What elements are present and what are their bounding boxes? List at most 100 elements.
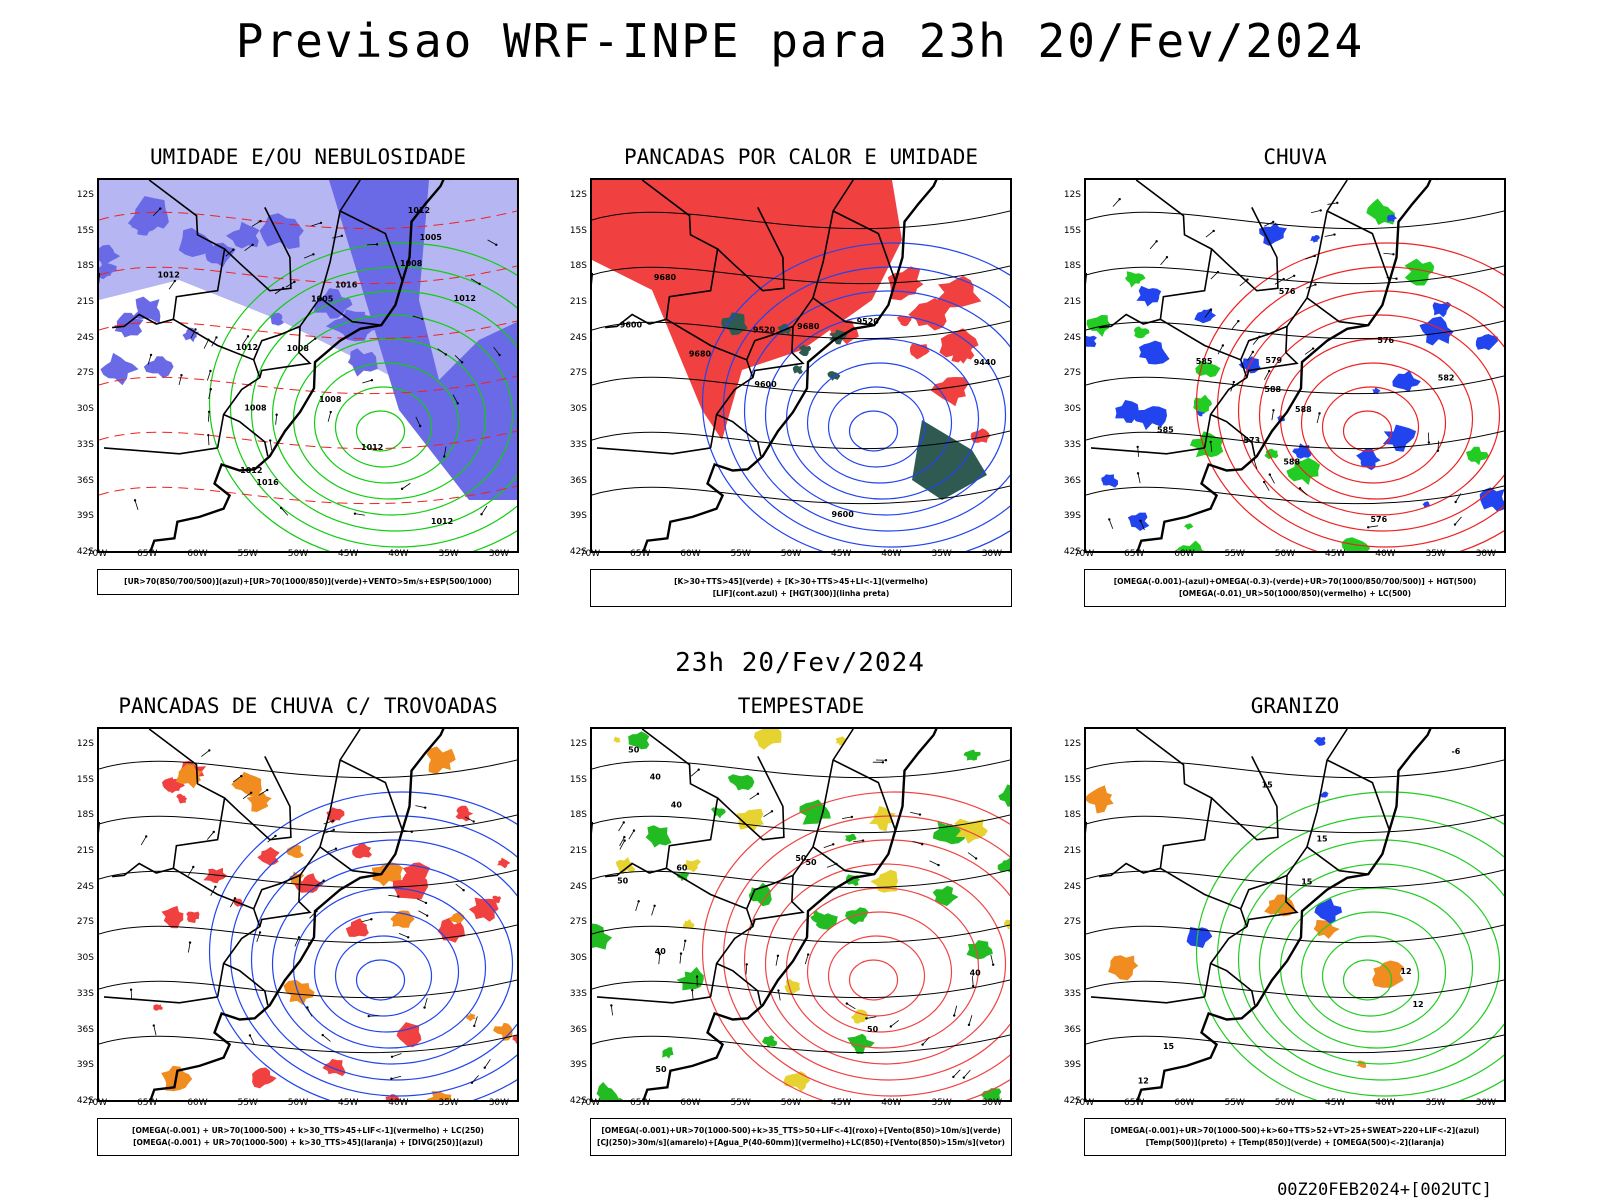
wind-vector-head: [1252, 458, 1256, 461]
wind-vector-head: [1282, 277, 1285, 281]
lat-tick-label: 33S: [569, 439, 587, 450]
wind-vector-head: [1314, 283, 1317, 286]
height-contour: [99, 869, 517, 889]
field-cell: [512, 1034, 517, 1044]
wind-vector-head: [1209, 440, 1212, 444]
lat-tick-label: 15S: [1063, 774, 1081, 785]
instability-field-green: [912, 420, 987, 500]
wind-vector: [1437, 440, 1440, 451]
wind-vector: [415, 416, 421, 427]
lat-tick-label: 36S: [1063, 475, 1081, 486]
wind-vector-head: [129, 988, 133, 991]
wind-vector: [481, 505, 488, 515]
contour-line: [1342, 959, 1393, 1001]
humidity-cell: [178, 227, 216, 257]
height-contour: [99, 814, 517, 834]
wind-vector: [152, 208, 161, 217]
wind-vector: [1269, 474, 1275, 484]
instability-cell: [887, 266, 924, 301]
wind-vector-head: [207, 338, 210, 341]
contour-label: 50: [655, 1065, 667, 1074]
field-cell: [615, 857, 636, 875]
wind-vector: [244, 244, 253, 252]
humidity-cell: [99, 244, 121, 267]
wind-vector-head: [456, 402, 459, 405]
instability-field-red: [592, 180, 902, 440]
lat-tick-label: 24S: [76, 332, 94, 343]
lat-tick-label: 27S: [569, 917, 587, 928]
lon-tick-label: 55W: [1224, 1098, 1245, 1108]
wind-vector: [208, 389, 212, 400]
height-contour: [99, 430, 517, 450]
wind-vector: [418, 910, 428, 916]
lon-tick-label: 70W: [86, 549, 108, 559]
lat-tick-label: 39S: [569, 511, 587, 522]
wind-vector-head: [953, 1014, 956, 1017]
field-cell: [466, 1013, 476, 1022]
lat-tick-label: 30S: [76, 404, 94, 415]
wind-vector: [362, 379, 373, 384]
wind-vector-head: [495, 243, 498, 246]
political-border: [224, 756, 292, 841]
height-contour: [592, 924, 1010, 944]
lat-tick-label: 12S: [569, 738, 587, 749]
political-border: [172, 867, 261, 998]
field-cell: [1419, 316, 1454, 346]
field-cell: [1386, 214, 1397, 222]
wind-vector-head: [209, 387, 212, 391]
political-border: [832, 210, 897, 282]
wind-vector-head: [424, 901, 428, 905]
panel-title-pancadas-trovoadas: PANCADAS DE CHUVA C/ TROVOADAS: [118, 694, 498, 718]
contour-line: [701, 242, 1010, 551]
lat-tick-label: 42S: [1063, 1096, 1081, 1106]
lon-tick-label: 70W: [579, 1098, 601, 1108]
wind-vector: [210, 886, 216, 896]
contour-label: 585: [1196, 357, 1213, 366]
contour-line: [827, 386, 926, 468]
wind-vector-head: [861, 839, 865, 842]
wind-vector: [628, 830, 635, 840]
wind-vector-head: [1209, 308, 1212, 311]
lon-tick-label: 50W: [1274, 1098, 1296, 1108]
wind-vector: [853, 840, 864, 843]
height-contour: [592, 375, 1010, 395]
field-cell: [162, 777, 180, 792]
contour-line: [1216, 266, 1504, 548]
field-cell: [186, 911, 200, 923]
contour-label: 1016: [256, 478, 279, 487]
political-border: [596, 996, 711, 1004]
lat-tick-label: 42S: [1063, 547, 1081, 557]
height-contour: [99, 979, 517, 999]
field-cell: [1432, 301, 1452, 318]
height-contour: [1086, 1034, 1504, 1054]
wind-vector: [464, 816, 474, 822]
wind-vector: [130, 989, 133, 1000]
height-contour: [99, 924, 517, 944]
instability-cell: [897, 315, 912, 327]
lat-tick-label: 30S: [569, 953, 587, 964]
wind-vector: [275, 414, 278, 425]
wind-vector-head: [258, 931, 262, 934]
wind-vector-head: [884, 759, 888, 762]
contour-label: 1012: [361, 443, 383, 452]
contour-label: 9600: [620, 320, 643, 329]
political-border: [812, 297, 875, 326]
lat-tick-label: 30S: [1063, 404, 1081, 415]
contour-line: [1258, 863, 1501, 1065]
political-border: [319, 846, 382, 875]
wind-vector-head: [1136, 472, 1140, 475]
field-cell: [1136, 285, 1162, 307]
panel-title-granizo: GRANIZO: [1250, 694, 1340, 718]
height-contour: [592, 814, 1010, 834]
field-cell: [492, 895, 501, 904]
lon-tick-label: 45W: [831, 1098, 852, 1108]
field-cell: [1475, 334, 1498, 351]
wind-vector-head: [353, 512, 357, 515]
wind-vector: [487, 239, 497, 246]
contour-label: 576: [1377, 336, 1394, 345]
wind-vector: [1264, 221, 1274, 227]
field-cell: [203, 867, 228, 884]
wind-vector: [304, 943, 310, 953]
political-border: [339, 759, 404, 831]
wind-vector-head: [1139, 519, 1142, 522]
